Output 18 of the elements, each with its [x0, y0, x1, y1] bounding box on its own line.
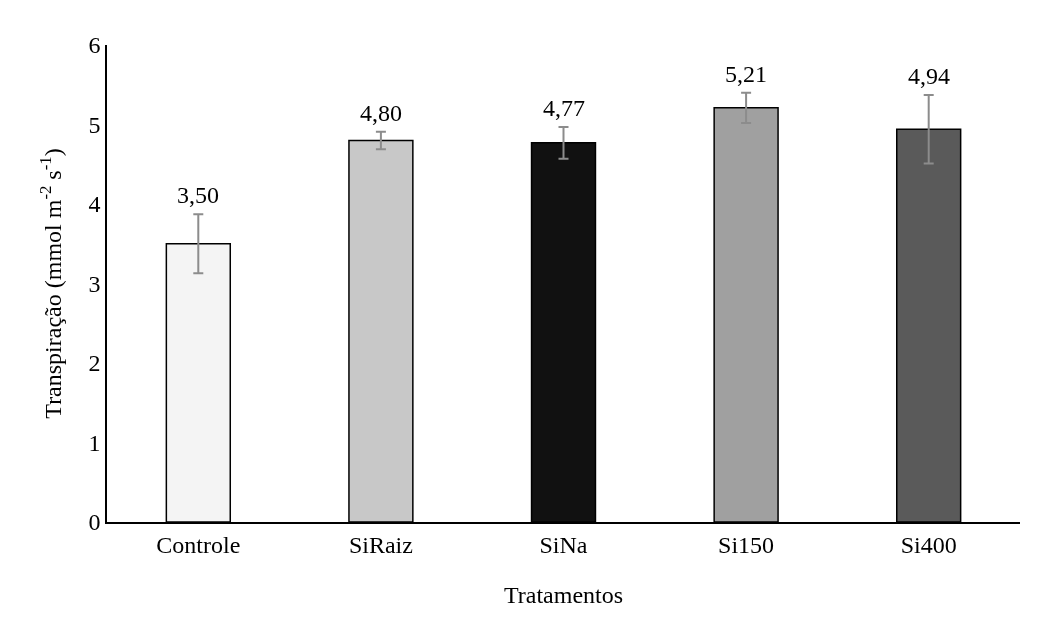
- x-tick-label: Si150: [718, 531, 775, 558]
- y-tick-label: 2: [88, 350, 101, 377]
- y-tick-label: 4: [88, 191, 101, 218]
- x-tick-label: Controle: [156, 531, 241, 558]
- data-label: 3,50: [177, 182, 219, 208]
- data-label: 4,80: [360, 100, 402, 126]
- x-tick-label: SiNa: [539, 531, 588, 558]
- x-tick-label: Si400: [900, 531, 957, 558]
- x-axis-title: Tratamentos: [503, 582, 624, 609]
- y-tick-label: 5: [88, 111, 101, 138]
- data-label: 4,77: [543, 95, 585, 121]
- y-tick-label: 3: [88, 270, 101, 297]
- y-tick-label: 0: [88, 509, 101, 536]
- data-label: 4,94: [908, 63, 950, 89]
- y-tick-label: 1: [88, 429, 101, 456]
- y-tick-label: 6: [88, 32, 101, 59]
- data-label: 5,21: [725, 61, 767, 87]
- x-tick-label: SiRaiz: [348, 531, 413, 558]
